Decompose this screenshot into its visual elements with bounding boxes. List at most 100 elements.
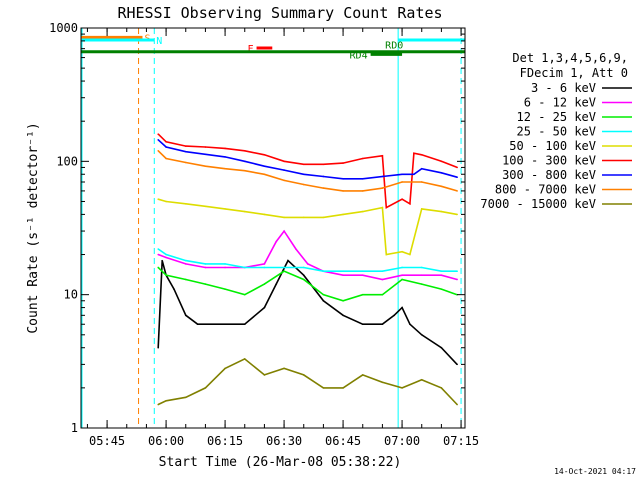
x-tick-label: 06:00 (148, 434, 184, 448)
data-point (165, 399, 167, 402)
data-point (243, 266, 246, 269)
data-point (302, 216, 305, 219)
data-point (184, 161, 187, 164)
data-point (342, 274, 344, 276)
data-point (263, 374, 266, 376)
data-point (283, 179, 285, 182)
data-point (283, 230, 285, 232)
data-point (204, 165, 207, 167)
data-point (283, 169, 285, 171)
data-point (157, 266, 160, 269)
legend-header-line-1: Det 1,3,4,5,6,9, (512, 51, 628, 65)
legend-entry-label: 12 - 25 keV (517, 110, 596, 124)
data-point (283, 216, 285, 219)
x-tick-label: 06:45 (325, 434, 361, 448)
data-point (322, 299, 325, 302)
data-point (381, 270, 384, 272)
data-point (157, 248, 160, 250)
data-point (381, 155, 384, 157)
y-tick-label: 10 (64, 288, 78, 302)
data-point (302, 274, 305, 276)
data-point (204, 153, 207, 156)
legend-entry-label: 6 - 12 keV (524, 96, 596, 110)
data-point (361, 210, 364, 213)
data-point (361, 374, 364, 376)
data-point (243, 323, 246, 326)
data-point (204, 283, 207, 285)
data-point (173, 288, 175, 290)
data-point (420, 153, 423, 156)
data-point (456, 403, 458, 406)
data-point (204, 387, 207, 389)
data-point (165, 141, 167, 143)
footer-date: 14-Oct-2021 04:17 (554, 467, 636, 476)
data-point (204, 263, 207, 265)
data-point (165, 253, 167, 256)
data-point (161, 259, 163, 262)
data-point (342, 270, 344, 272)
x-tick-label: 06:30 (266, 434, 302, 448)
data-point (283, 266, 285, 269)
data-point (401, 278, 403, 281)
flag-label: RD0 (385, 41, 403, 52)
data-point (224, 323, 226, 326)
data-point (381, 187, 384, 189)
data-point (456, 190, 458, 192)
data-point (381, 175, 384, 178)
data-point (204, 266, 207, 269)
data-point (401, 181, 403, 183)
data-point (302, 163, 305, 166)
x-tick-label: 06:15 (207, 434, 243, 448)
data-point (361, 177, 364, 180)
data-point (440, 172, 443, 174)
data-point (243, 169, 246, 172)
data-point (401, 306, 403, 309)
data-point (420, 378, 423, 381)
data-point (275, 240, 278, 243)
data-point (322, 216, 325, 219)
data-point (157, 139, 160, 141)
series-line (157, 133, 458, 209)
data-point (243, 293, 246, 296)
y-axis-label: Count Rate (s⁻¹ detector⁻¹) (26, 122, 41, 333)
data-point (401, 387, 403, 389)
data-point (413, 152, 415, 155)
data-point (263, 263, 266, 265)
data-point (401, 250, 403, 253)
data-point (381, 278, 384, 281)
data-point (224, 263, 226, 265)
data-point (224, 367, 226, 370)
data-point (243, 358, 246, 360)
data-point (440, 185, 443, 188)
data-point (322, 175, 325, 178)
data-point (456, 270, 458, 272)
data-point (165, 157, 167, 160)
data-point (263, 165, 266, 167)
data-point (381, 293, 384, 296)
data-point (456, 363, 458, 366)
data-point (420, 208, 423, 210)
data-point (224, 208, 226, 210)
data-point (361, 323, 364, 326)
data-point (361, 293, 364, 296)
data-point (342, 213, 344, 216)
data-point (196, 323, 199, 326)
data-point (204, 146, 207, 148)
data-point (302, 266, 305, 269)
data-point (401, 198, 403, 200)
data-point (456, 176, 458, 179)
data-point (420, 167, 423, 170)
data-point (243, 160, 246, 163)
data-point (401, 266, 403, 269)
x-axis-label: Start Time (26-Mar-08 05:38:22) (159, 455, 402, 470)
data-point (157, 403, 160, 406)
data-point (393, 314, 396, 317)
data-point (322, 187, 325, 189)
data-point (342, 162, 344, 164)
data-point (263, 173, 266, 176)
data-point (302, 278, 305, 281)
data-point (263, 153, 266, 156)
legend-entry-label: 7000 - 15000 keV (480, 197, 596, 211)
data-point (224, 266, 226, 269)
data-point (157, 198, 160, 200)
